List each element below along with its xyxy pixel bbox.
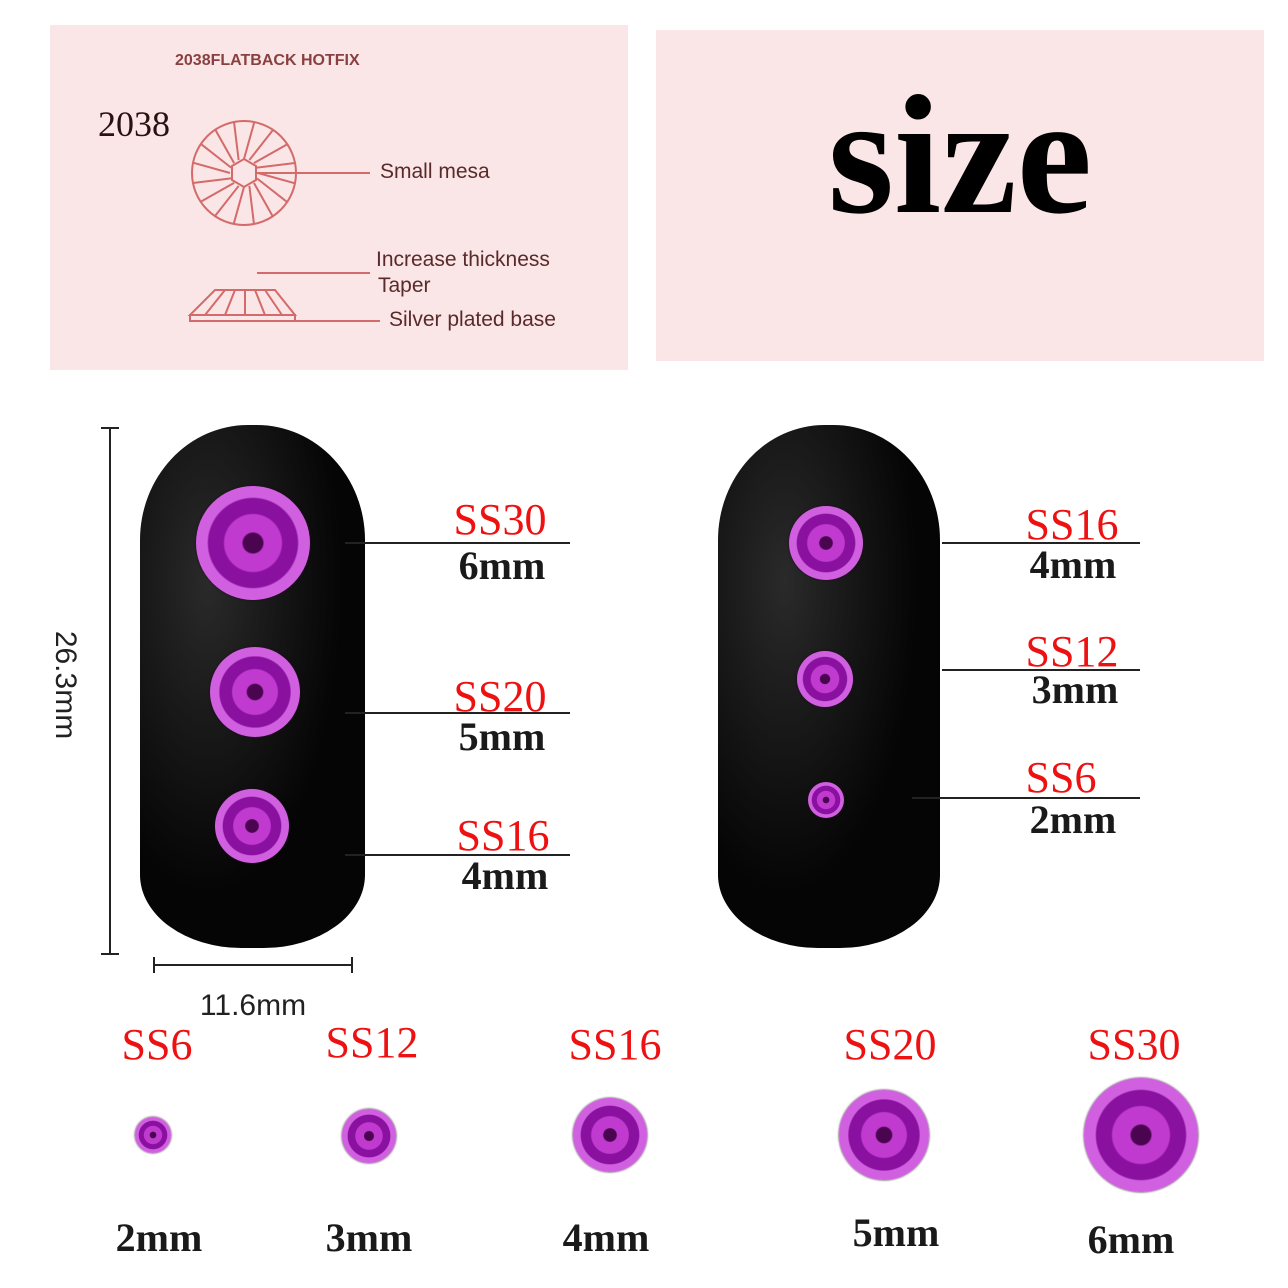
rhinestone-diagram bbox=[187, 120, 380, 322]
gem-ss16 bbox=[215, 789, 289, 863]
mm-label: 4mm bbox=[562, 1215, 650, 1260]
gem-ss20 bbox=[839, 1090, 929, 1180]
width-label: 11.6mm bbox=[199, 989, 307, 1022]
height-label: 26.3mm bbox=[49, 630, 82, 740]
gem-ss12 bbox=[342, 1109, 396, 1163]
gem-ss16 bbox=[789, 506, 863, 580]
mm-label: 6mm bbox=[458, 543, 546, 588]
leader-line bbox=[942, 669, 1140, 671]
size-label: SS6 bbox=[121, 1020, 193, 1069]
mm-label: 4mm bbox=[1029, 542, 1117, 587]
label-small-mesa: Small mesa bbox=[380, 160, 490, 183]
height-tick-bottom bbox=[101, 953, 119, 955]
leader-line bbox=[345, 712, 570, 714]
size-label: SS12 bbox=[1025, 627, 1119, 676]
title: size bbox=[827, 61, 1093, 249]
gem-ss16 bbox=[573, 1098, 647, 1172]
leader-line bbox=[345, 854, 570, 856]
mm-label: 3mm bbox=[325, 1215, 413, 1260]
size-label: SS6 bbox=[1025, 753, 1097, 802]
height-tick-top bbox=[101, 427, 119, 429]
gem-ss12 bbox=[797, 651, 853, 707]
leader-line bbox=[942, 542, 1140, 544]
size-label: SS30 bbox=[453, 495, 547, 544]
mm-label: 5mm bbox=[852, 1210, 940, 1255]
mm-label: 6mm bbox=[1087, 1217, 1175, 1262]
label-increase-thickness: Increase thickness bbox=[376, 248, 550, 271]
size-label: SS16 bbox=[568, 1020, 662, 1069]
gem-ss30 bbox=[1084, 1078, 1198, 1192]
model-number: 2038 bbox=[98, 104, 170, 144]
label-taper: Taper bbox=[378, 274, 431, 297]
mm-label: 2mm bbox=[115, 1215, 203, 1260]
width-tick-right bbox=[351, 957, 353, 973]
width-dimension-line bbox=[153, 964, 353, 966]
mm-label: 4mm bbox=[461, 853, 549, 898]
title-panel: size bbox=[656, 30, 1264, 361]
mm-label: 5mm bbox=[458, 714, 546, 759]
mm-label: 3mm bbox=[1031, 667, 1119, 712]
diagram-panel: 2038FLATBACK HOTFIX 2038 Small mesa Incr… bbox=[50, 25, 628, 370]
leader-line bbox=[345, 542, 570, 544]
gem-ss6 bbox=[808, 782, 844, 818]
height-dimension-line bbox=[109, 427, 111, 955]
size-label: SS20 bbox=[843, 1020, 937, 1069]
leader-line bbox=[912, 797, 1140, 799]
width-tick-left bbox=[153, 957, 155, 973]
label-silver-plated-base: Silver plated base bbox=[389, 308, 556, 331]
size-label: SS16 bbox=[456, 811, 550, 860]
gem-ss20 bbox=[210, 647, 300, 737]
size-label: SS20 bbox=[453, 672, 547, 721]
mm-label: 2mm bbox=[1029, 797, 1117, 842]
diagram-heading: 2038FLATBACK HOTFIX bbox=[175, 52, 360, 69]
size-label: SS16 bbox=[1025, 500, 1119, 549]
size-label: SS30 bbox=[1087, 1020, 1181, 1069]
size-label: SS12 bbox=[325, 1018, 419, 1067]
gem-ss30 bbox=[196, 486, 310, 600]
gem-ss6 bbox=[135, 1117, 171, 1153]
